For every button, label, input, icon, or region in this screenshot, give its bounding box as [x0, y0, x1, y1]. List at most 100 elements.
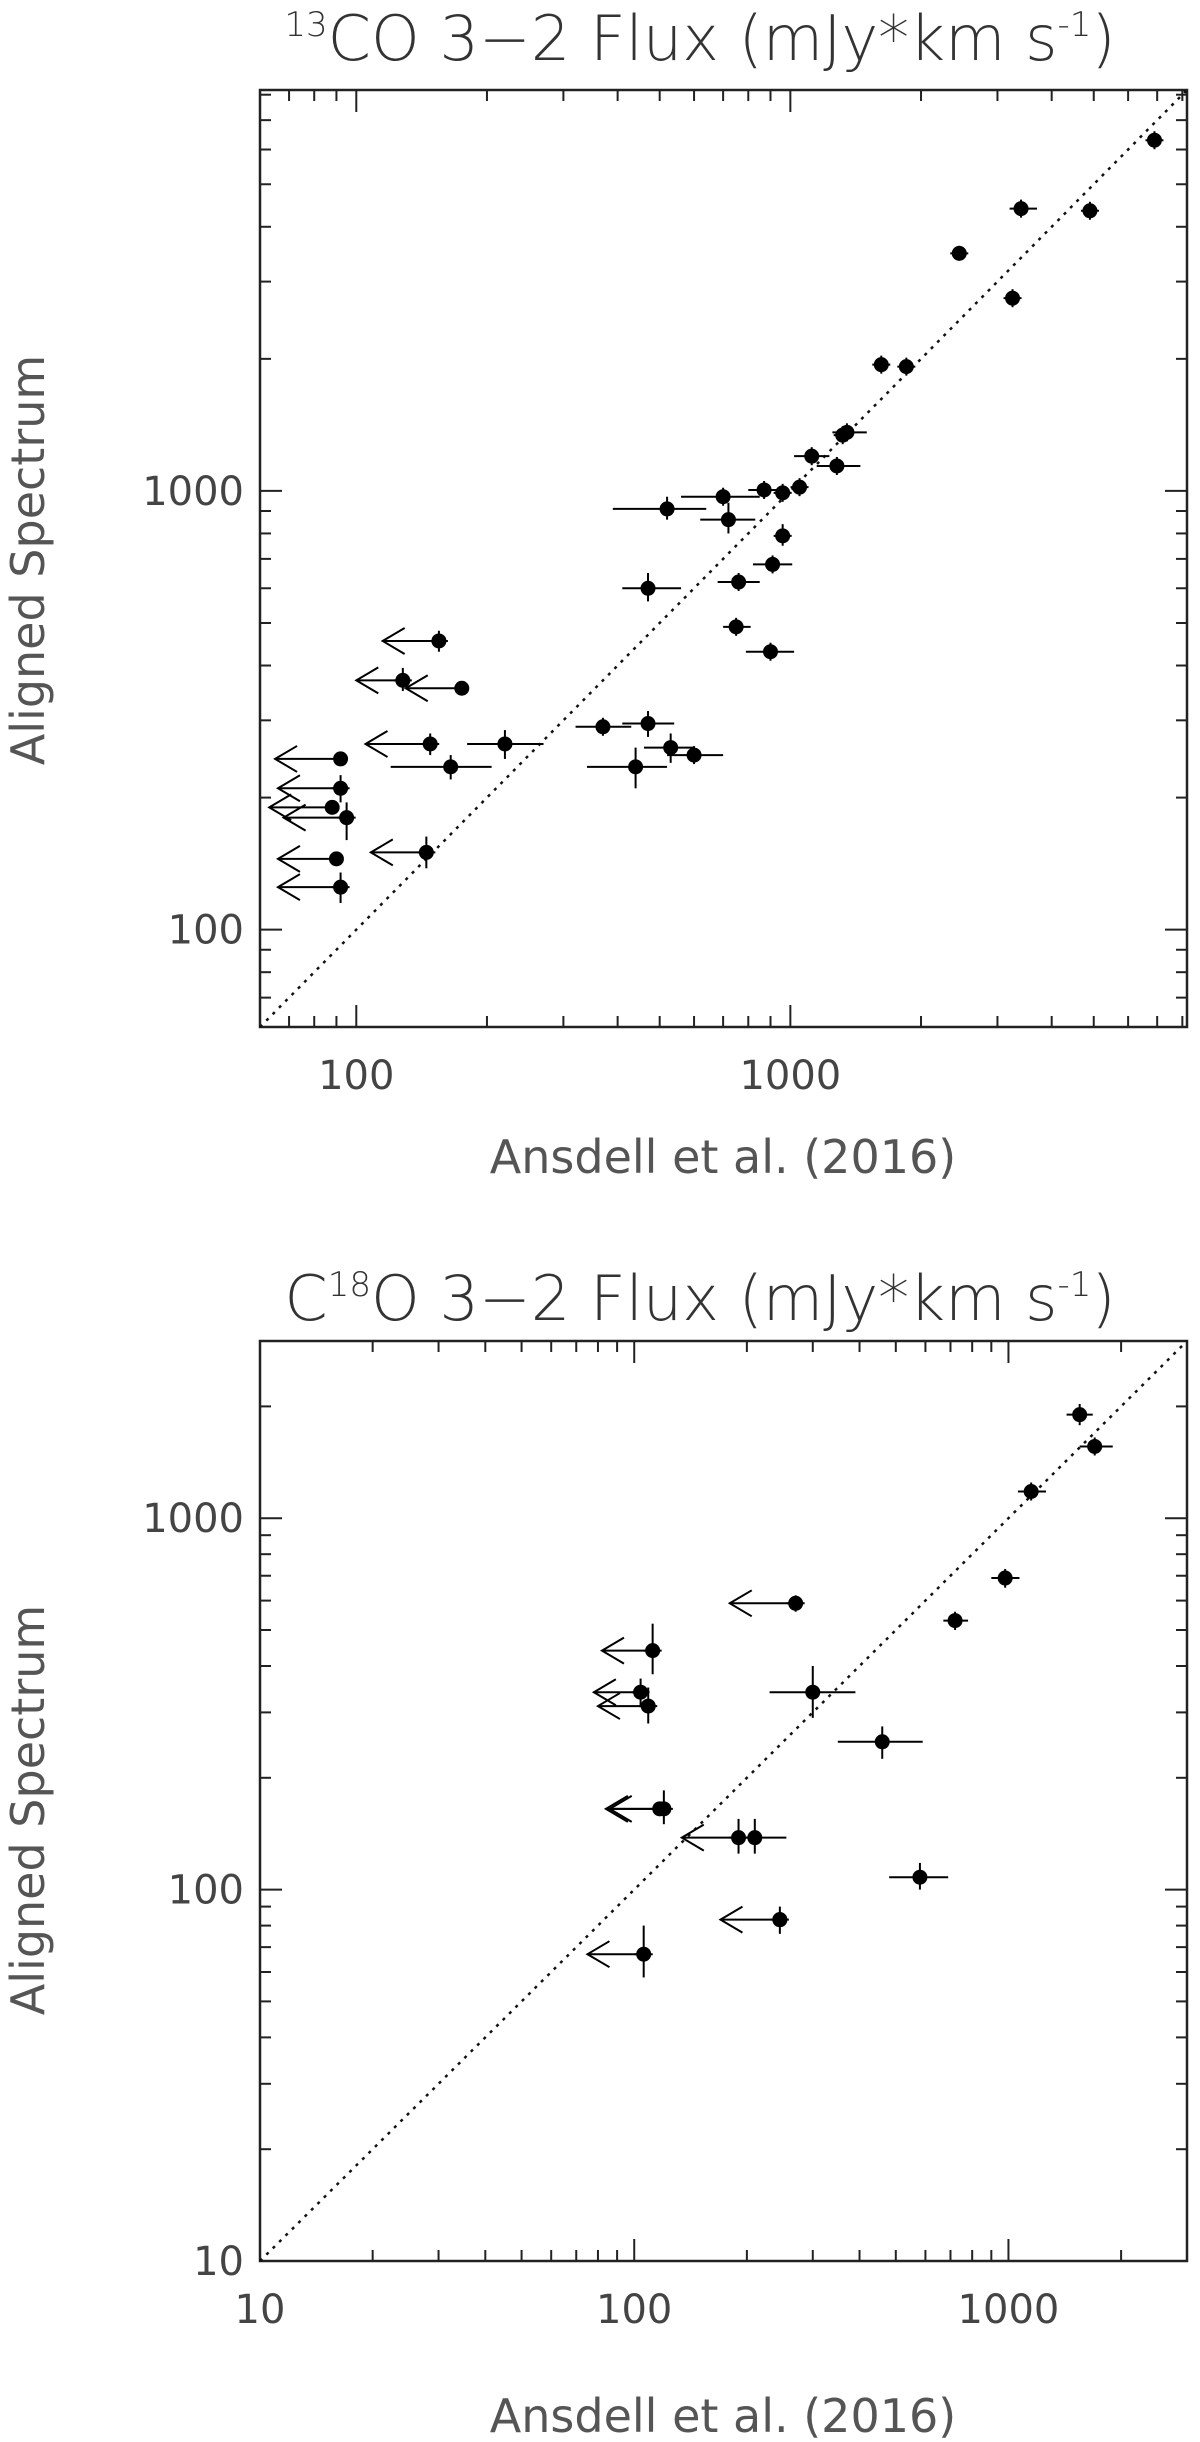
- point-marker: [715, 489, 731, 505]
- limit-arrow-head: [603, 1794, 629, 1823]
- point-marker: [497, 736, 513, 752]
- panel-13co: 13CO 3−2 Flux (mJy*km s-1) 100 1000100100…: [1, 2, 1189, 1184]
- point-marker: [640, 716, 656, 732]
- limit-arrow-head: [354, 666, 379, 695]
- upper-limit-point: [273, 745, 349, 773]
- data-point: [612, 496, 707, 520]
- upper-limit-point: [403, 674, 470, 703]
- point-marker: [328, 851, 344, 867]
- data-point: [745, 642, 795, 661]
- data-point: [950, 245, 969, 261]
- x-tick-label: 10: [235, 2287, 286, 2333]
- point-marker: [720, 512, 736, 528]
- data-point: [717, 573, 760, 592]
- point-marker: [640, 580, 656, 596]
- y-tick-label: 100: [168, 908, 244, 954]
- upper-limit-point: [734, 1818, 787, 1854]
- point-marker: [775, 528, 791, 544]
- point-marker: [1023, 1484, 1039, 1500]
- point-marker: [805, 1684, 821, 1700]
- upper-limit-point: [281, 802, 356, 841]
- data-point: [681, 487, 760, 506]
- point-marker: [633, 1684, 649, 1700]
- title-main: O 3−2 Flux (mJy*km s: [371, 1262, 1058, 1335]
- upper-limit-point: [380, 627, 448, 655]
- title-close: ): [1091, 1262, 1115, 1335]
- point-marker: [1146, 132, 1162, 148]
- upper-limit-point: [368, 836, 436, 869]
- point-marker: [1072, 1407, 1088, 1423]
- point-marker: [418, 844, 434, 860]
- upper-limit-point: [679, 1818, 748, 1854]
- data-point: [790, 478, 809, 497]
- limit-arrow-head: [276, 845, 301, 873]
- upper-limit-point: [600, 1623, 662, 1675]
- upper-limit-point: [276, 774, 350, 803]
- upper-limit-point: [595, 1687, 658, 1724]
- point-marker: [912, 1869, 928, 1885]
- point-marker: [395, 672, 411, 688]
- point-marker: [431, 633, 447, 649]
- x-tick-label: 100: [318, 1053, 394, 1099]
- limit-arrow-head: [273, 745, 298, 773]
- data-point: [622, 711, 675, 737]
- upper-limit-point: [276, 872, 350, 904]
- point-marker: [454, 680, 470, 696]
- data-point: [1145, 131, 1164, 150]
- point-marker: [1082, 203, 1098, 219]
- title-isotope-superscript: 18: [328, 1265, 371, 1305]
- point-marker: [874, 1734, 890, 1750]
- tick-marks: [259, 1340, 1188, 2262]
- y-tick-label: 1000: [142, 1496, 244, 1542]
- point-marker: [628, 759, 644, 775]
- point-marker: [640, 1698, 656, 1714]
- data-point: [943, 1611, 969, 1631]
- data-point: [1009, 199, 1037, 218]
- point-marker: [686, 747, 702, 763]
- limit-arrow-head: [363, 730, 389, 758]
- point-marker: [829, 458, 845, 474]
- data-point: [773, 524, 792, 546]
- limit-arrow-head: [403, 674, 429, 703]
- point-marker: [947, 1613, 963, 1629]
- one-to-one-line: [259, 89, 1188, 1028]
- data-point: [833, 426, 852, 445]
- limit-arrow-head: [585, 1940, 610, 1969]
- title-main: CO 3−2 Flux (mJy*km s: [328, 2, 1058, 75]
- data-point: [773, 483, 792, 502]
- x-axis-label: Ansdell et al. (2016): [490, 2389, 956, 2442]
- x-tick-label: 1000: [958, 2287, 1060, 2333]
- tick-labels: 100 1000 100 1000: [142, 469, 841, 1099]
- title-unit-superscript: -1: [1057, 1265, 1091, 1305]
- upper-limit-point: [718, 1905, 788, 1934]
- data-point: [467, 730, 544, 759]
- point-marker: [728, 619, 744, 635]
- data-point: [723, 617, 751, 636]
- point-marker: [772, 1912, 788, 1928]
- point-marker: [788, 1595, 804, 1611]
- point-marker: [422, 736, 438, 752]
- panel-c18o: C18O 3−2 Flux (mJy*km s-1) 10 100 1000 10 10…: [1, 1262, 1189, 2442]
- y-tick-label: 10: [193, 2239, 244, 2285]
- limit-arrow-head: [600, 1636, 625, 1665]
- tick-marks: [259, 90, 1187, 1028]
- title-prefix: C: [284, 1262, 327, 1335]
- limit-arrow-head: [267, 793, 292, 822]
- point-marker: [756, 482, 772, 498]
- point-marker: [731, 574, 747, 590]
- data-point: [889, 1862, 949, 1890]
- point-marker: [652, 1801, 668, 1817]
- limit-arrow-head: [276, 873, 301, 902]
- point-marker: [804, 448, 820, 464]
- point-marker: [765, 556, 781, 572]
- data-point: [769, 1665, 856, 1718]
- limit-arrow-head: [276, 774, 301, 803]
- point-marker: [339, 810, 355, 826]
- data-point: [667, 746, 724, 765]
- data-point: [794, 447, 830, 466]
- y-axis-label: Aligned Spectrum: [1, 1605, 55, 2015]
- title-close: ): [1091, 2, 1115, 75]
- point-marker: [1087, 1438, 1103, 1454]
- y-tick-label: 100: [168, 1868, 244, 1914]
